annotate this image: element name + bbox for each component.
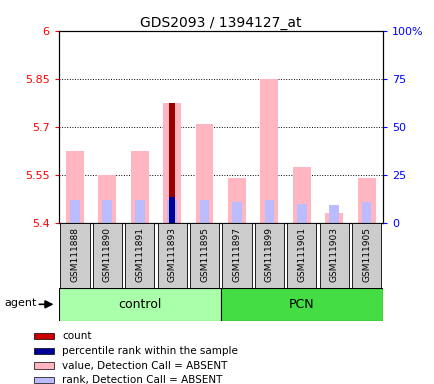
Bar: [167, 200, 177, 223]
Bar: [195, 124, 213, 223]
Bar: [66, 151, 84, 223]
Bar: [361, 202, 371, 223]
Text: value, Detection Call = ABSENT: value, Detection Call = ABSENT: [62, 361, 227, 371]
Bar: [292, 167, 310, 223]
Bar: [220, 288, 382, 321]
Text: control: control: [118, 298, 161, 311]
Bar: [92, 223, 122, 288]
Bar: [325, 213, 342, 223]
Bar: [351, 223, 380, 288]
Bar: [232, 202, 241, 223]
Text: GSM111888: GSM111888: [70, 227, 79, 281]
Bar: [34, 333, 54, 339]
Bar: [60, 223, 89, 288]
Bar: [125, 223, 154, 288]
Title: GDS2093 / 1394127_at: GDS2093 / 1394127_at: [140, 16, 301, 30]
Text: rank, Detection Call = ABSENT: rank, Detection Call = ABSENT: [62, 375, 222, 384]
Text: GSM111895: GSM111895: [200, 227, 209, 281]
Text: GSM111891: GSM111891: [135, 227, 144, 281]
Bar: [157, 223, 186, 288]
Bar: [260, 79, 278, 223]
Text: GSM111893: GSM111893: [167, 227, 176, 281]
Bar: [254, 223, 283, 288]
Text: percentile rank within the sample: percentile rank within the sample: [62, 346, 238, 356]
Text: GSM111903: GSM111903: [329, 227, 338, 281]
Bar: [169, 103, 174, 223]
Bar: [34, 377, 54, 383]
Bar: [70, 200, 79, 223]
Bar: [264, 200, 273, 223]
Text: GSM111897: GSM111897: [232, 227, 241, 281]
Bar: [319, 223, 348, 288]
Bar: [199, 200, 209, 223]
Bar: [34, 362, 54, 369]
Bar: [227, 178, 245, 223]
Bar: [329, 205, 338, 223]
Bar: [286, 223, 316, 288]
Bar: [163, 103, 181, 223]
Bar: [98, 175, 116, 223]
Text: count: count: [62, 331, 92, 341]
Bar: [34, 348, 54, 354]
Bar: [59, 288, 220, 321]
Bar: [102, 200, 112, 223]
Text: GSM111901: GSM111901: [296, 227, 306, 281]
Bar: [135, 200, 144, 223]
Bar: [296, 204, 306, 223]
Text: GSM111890: GSM111890: [102, 227, 112, 281]
Bar: [131, 151, 148, 223]
Text: agent: agent: [5, 298, 37, 308]
Bar: [222, 223, 251, 288]
Bar: [357, 178, 375, 223]
Text: GSM111899: GSM111899: [264, 227, 273, 281]
Text: GSM111905: GSM111905: [361, 227, 370, 281]
Text: PCN: PCN: [288, 298, 314, 311]
Bar: [169, 197, 174, 223]
Bar: [190, 223, 219, 288]
